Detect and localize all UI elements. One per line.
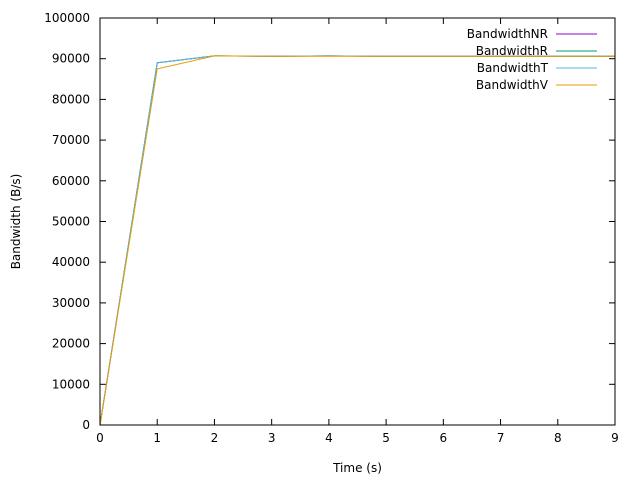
y-tick-label: 70000 — [52, 133, 90, 147]
x-tick-label: 7 — [497, 431, 505, 445]
x-tick-label: 1 — [153, 431, 161, 445]
y-tick-label: 20000 — [52, 337, 90, 351]
x-tick-label: 2 — [211, 431, 219, 445]
x-tick-label: 5 — [382, 431, 390, 445]
y-tick-label: 90000 — [52, 52, 90, 66]
legend: BandwidthNR BandwidthR BandwidthT Bandwidth… — [467, 27, 597, 92]
series-lines — [99, 55, 615, 426]
y-tick-label: 30000 — [52, 296, 90, 310]
axis-ticks: 0 1 2 3 4 5 6 7 8 9 0 10000 20000 30000 40000 50000 6000… — [44, 11, 619, 445]
y-tick-label: 50000 — [52, 215, 90, 229]
plot-frame — [99, 17, 616, 426]
series-line-bandwidthnr — [99, 55, 615, 426]
legend-label: BandwidthR — [476, 44, 548, 58]
series-line-bandwidtht — [99, 55, 615, 426]
x-tick-label: 9 — [611, 431, 619, 445]
x-axis-label: Time (s) — [332, 461, 382, 475]
series-line-bandwidthr — [99, 55, 615, 426]
y-axis-label: Bandwidth (B/s) — [9, 174, 23, 270]
x-tick-label: 3 — [268, 431, 276, 445]
x-tick-label: 8 — [554, 431, 562, 445]
y-tick-label: 40000 — [52, 255, 90, 269]
y-tick-label: 100000 — [44, 11, 90, 25]
legend-label: BandwidthV — [476, 78, 549, 92]
series-line-bandwidthv — [99, 55, 615, 426]
y-tick-label: 80000 — [52, 92, 90, 106]
y-tick-label: 10000 — [52, 377, 90, 391]
x-tick-label: 4 — [325, 431, 333, 445]
x-tick-label: 6 — [440, 431, 448, 445]
x-tick-label: 0 — [96, 431, 104, 445]
legend-label: BandwidthNR — [467, 27, 548, 41]
y-tick-label: 0 — [82, 418, 90, 432]
legend-label: BandwidthT — [477, 61, 549, 75]
y-tick-label: 60000 — [52, 174, 90, 188]
